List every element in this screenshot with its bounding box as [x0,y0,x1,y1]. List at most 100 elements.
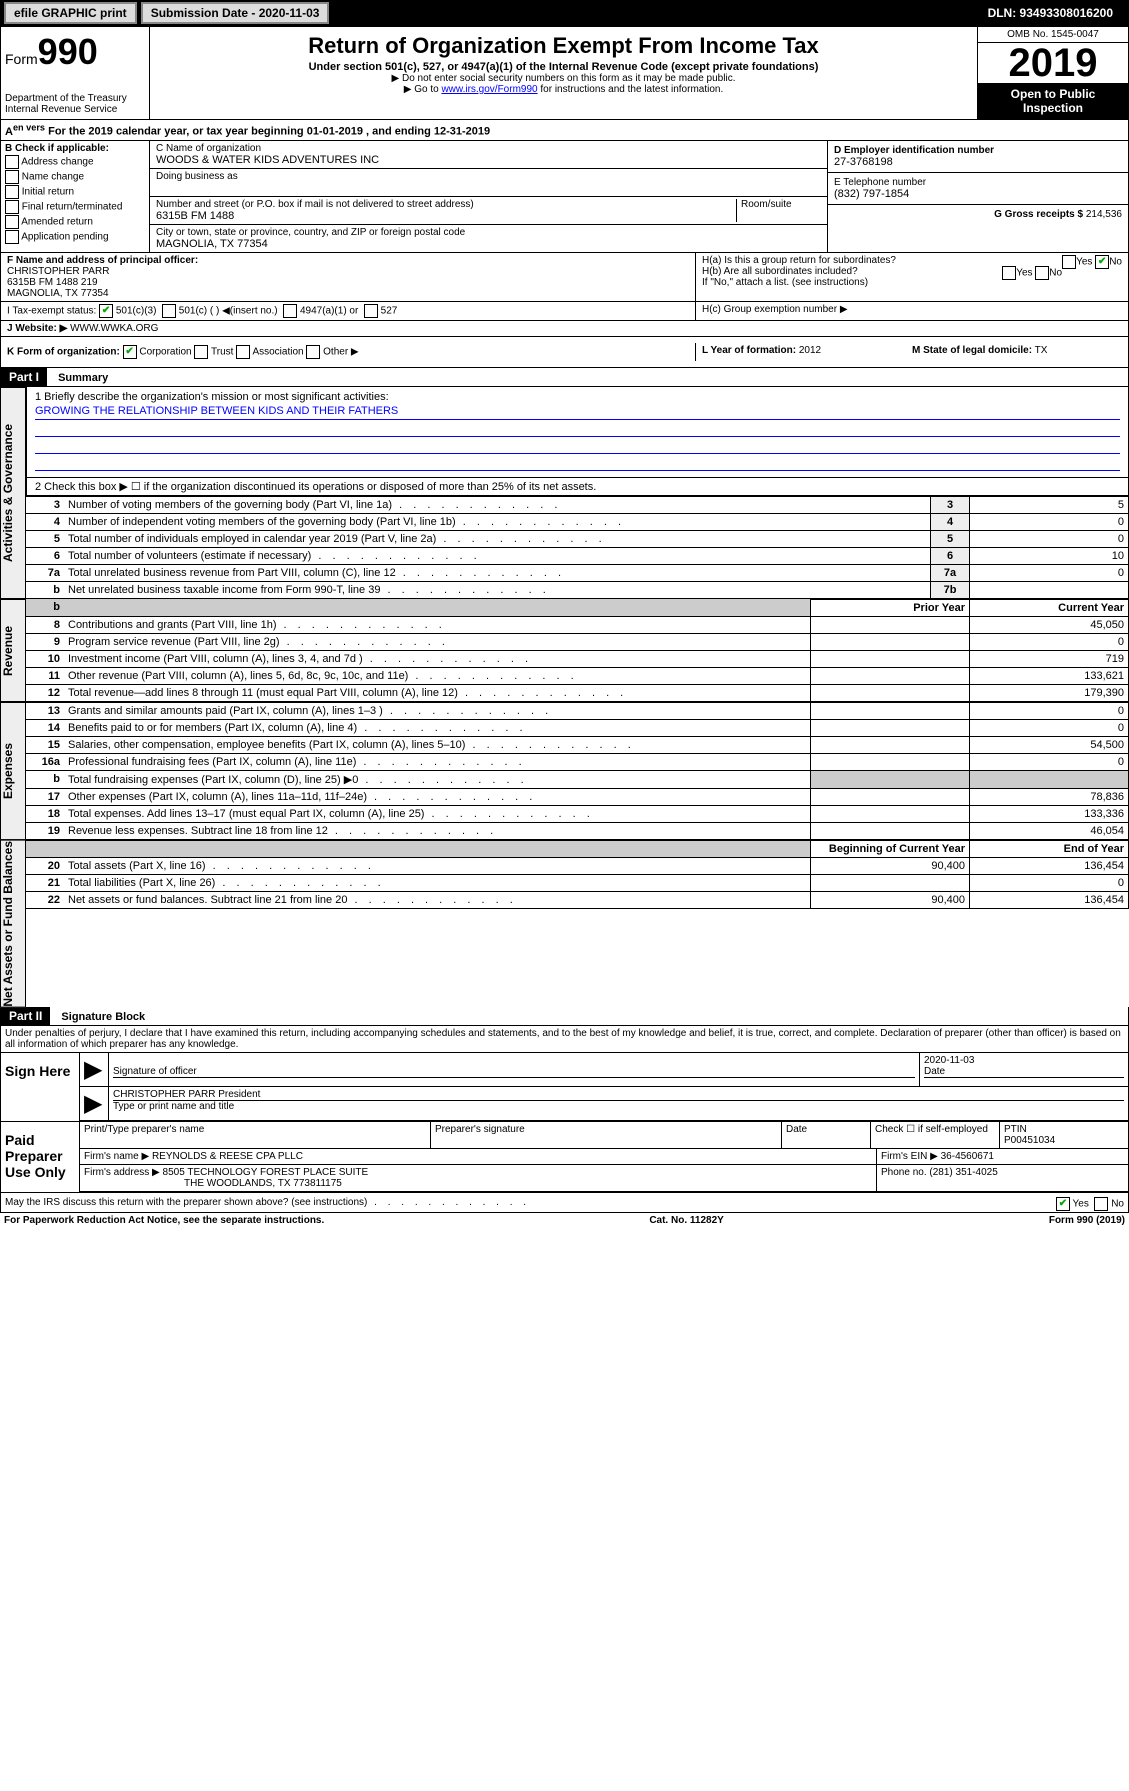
cb-501c[interactable] [162,304,176,318]
officer-print-name: CHRISTOPHER PARR President [113,1089,1124,1101]
org-name: WOODS & WATER KIDS ADVENTURES INC [156,154,821,166]
discuss-yes[interactable] [1056,1197,1070,1211]
sig-date-value: 2020-11-03 [924,1055,1124,1066]
cb-501c3[interactable] [99,304,113,318]
city-value: MAGNOLIA, TX 77354 [156,238,821,250]
hc-label: H(c) Group exemption number ▶ [702,304,848,315]
self-employed-label: Check ☐ if self-employed [871,1122,1000,1148]
org-name-label: C Name of organization [156,143,821,154]
firm-addr: 8505 TECHNOLOGY FOREST PLACE SUITE [163,1167,369,1178]
firm-city: THE WOODLANDS, TX 773811175 [184,1178,342,1189]
cb-other[interactable] [306,345,320,359]
year-cell: OMB No. 1545-0047 2019 Open to Public In… [977,27,1128,119]
side-label-gov: Activities & Governance [0,387,26,599]
side-label-net: Net Assets or Fund Balances [0,840,26,1008]
form-number-cell: Form990 Department of the Treasury Inter… [1,27,150,119]
period-label: Aen vers [5,126,48,138]
cb-assoc[interactable] [236,345,250,359]
rev-table: b Prior Year Current Year 8Contributions… [26,599,1129,702]
form-number: 990 [38,31,98,72]
irs-link[interactable]: www.irs.gov/Form990 [441,84,537,95]
ha-label: H(a) Is this a group return for subordin… [702,255,896,266]
ein-value: 27-3768198 [834,156,1122,168]
discuss-no[interactable] [1094,1197,1108,1211]
table-row: 3Number of voting members of the governi… [26,496,1129,513]
side-label-rev: Revenue [0,599,26,702]
hb-label: H(b) Are all subordinates included? [702,266,858,277]
entity-grid: B Check if applicable: Address change Na… [0,141,1129,253]
table-row: 13Grants and similar amounts paid (Part … [26,702,1129,719]
type-name-label: Type or print name and title [113,1101,1124,1112]
form-header: Form990 Department of the Treasury Inter… [0,26,1129,120]
cb-initial-return[interactable]: Initial return [5,185,145,199]
addr-value: 6315B FM 1488 [156,210,736,222]
cb-application-pending[interactable]: Application pending [5,230,145,244]
table-row: 14Benefits paid to or for members (Part … [26,719,1129,736]
net-table: Beginning of Current Year End of Year 20… [26,840,1129,909]
form-title: Return of Organization Exempt From Incom… [154,33,973,59]
year-formation: 2012 [799,345,821,356]
sign-here-label: Sign Here [1,1053,80,1121]
form-org-label: K Form of organization: [7,346,120,357]
form-note2: ▶ Go to www.irs.gov/Form990 for instruct… [154,84,973,95]
tax-year: 2019 [978,43,1128,83]
state-domicile: TX [1035,345,1048,356]
submission-date-button[interactable]: Submission Date - 2020-11-03 [141,2,330,24]
officer-name: CHRISTOPHER PARR [7,266,689,277]
section-b: B Check if applicable: Address change Na… [1,141,150,252]
part1-header-row: Part I Summary [0,368,1129,387]
begin-year-header: Beginning of Current Year [811,840,970,857]
table-row: 22Net assets or fund balances. Subtract … [26,891,1129,908]
right-col: D Employer identification number 27-3768… [827,141,1128,252]
section-fh: F Name and address of principal officer:… [0,253,1129,302]
net-section: Net Assets or Fund Balances Beginning of… [0,840,1129,1008]
table-row: 4Number of independent voting members of… [26,513,1129,530]
firm-ein: 36-4560671 [941,1151,994,1162]
part1-badge: Part I [1,368,47,386]
website-label: J Website: ▶ [7,323,67,334]
form-note1: ▶ Do not enter social security numbers o… [154,73,973,84]
part1-title: Summary [50,370,116,386]
table-row: 8Contributions and grants (Part VIII, li… [26,616,1129,633]
dept-label: Department of the Treasury Internal Reve… [5,93,145,115]
sig-date-label: Date [924,1066,1124,1078]
form-word: Form [5,51,38,67]
cb-final-return[interactable]: Final return/terminated [5,200,145,214]
table-row: 18Total expenses. Add lines 13–17 (must … [26,805,1129,822]
efile-button[interactable]: efile GRAPHIC print [4,2,137,24]
part2-title: Signature Block [53,1009,153,1025]
form-subtitle: Under section 501(c), 527, or 4947(a)(1)… [154,61,973,73]
footer-right: Form 990 (2019) [1049,1215,1125,1226]
revenue-section: Revenue b Prior Year Current Year 8Contr… [0,599,1129,702]
prior-year-header: Prior Year [811,599,970,616]
cb-4947[interactable] [283,304,297,318]
mission-value: GROWING THE RELATIONSHIP BETWEEN KIDS AN… [35,405,1120,420]
footer: For Paperwork Reduction Act Notice, see … [0,1213,1129,1228]
sig-officer-label: Signature of officer [113,1066,915,1078]
table-row: 11Other revenue (Part VIII, column (A), … [26,667,1129,684]
cb-trust[interactable] [194,345,208,359]
table-row: 19Revenue less expenses. Subtract line 1… [26,822,1129,839]
table-row: bNet unrelated business taxable income f… [26,581,1129,598]
table-row: 9Program service revenue (Part VIII, lin… [26,633,1129,650]
cb-address-change[interactable]: Address change [5,155,145,169]
table-row: 16aProfessional fundraising fees (Part I… [26,753,1129,770]
end-year-header: End of Year [970,840,1129,857]
paid-preparer-label: Paid Preparer Use Only [1,1122,80,1192]
cb-527[interactable] [364,304,378,318]
tax-status-label: I Tax-exempt status: [7,305,96,316]
line2: 2 Check this box ▶ ☐ if the organization… [26,478,1129,496]
addr-label: Number and street (or P.O. box if mail i… [156,199,736,210]
cb-corp[interactable] [123,345,137,359]
open-public-label: Open to Public Inspection [978,83,1128,119]
ein-label: D Employer identification number [834,145,1122,156]
table-row: 21Total liabilities (Part X, line 26)0 [26,874,1129,891]
table-row: bTotal fundraising expenses (Part IX, co… [26,770,1129,788]
exp-table: 13Grants and similar amounts paid (Part … [26,702,1129,840]
cb-amended[interactable]: Amended return [5,215,145,229]
cb-name-change[interactable]: Name change [5,170,145,184]
officer-addr1: 6315B FM 1488 219 [7,277,689,288]
table-row: 20Total assets (Part X, line 16)90,40013… [26,857,1129,874]
period-row: Aen vers For the 2019 calendar year, or … [0,120,1129,141]
governance-section: Activities & Governance 1 Briefly descri… [0,387,1129,599]
